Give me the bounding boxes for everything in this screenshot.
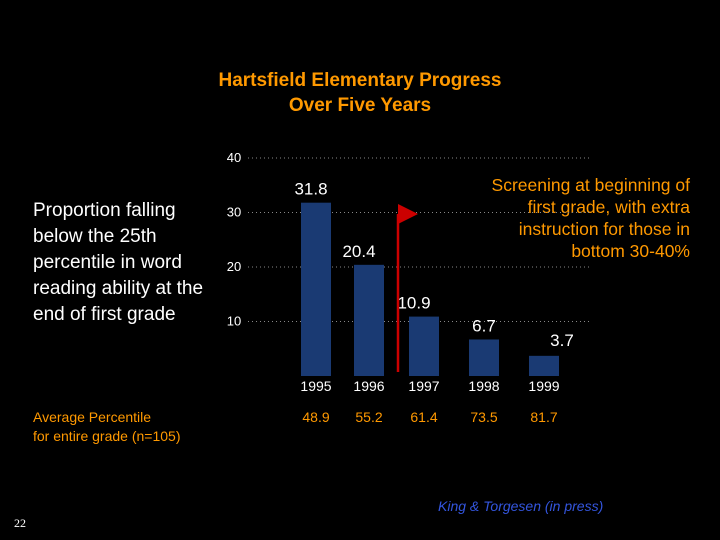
y-tick-label: 40 (227, 150, 241, 165)
bar (529, 355, 559, 376)
y-tick-label: 20 (227, 259, 241, 274)
x-tick-label: 1998 (468, 378, 499, 394)
bar (301, 202, 331, 376)
page-number: 22 (14, 516, 26, 530)
chart-title: Hartsfield Elementary Progress Over Five… (160, 68, 560, 118)
average-percentile-value: 48.9 (302, 409, 329, 425)
y-tick-label: 30 (227, 205, 241, 220)
chart-title-line-2: Over Five Years (288, 95, 432, 116)
average-percentile-label: Average Percentile for entire grade (n=1… (33, 408, 243, 446)
screening-annotation: Screening at beginning of first grade, w… (405, 174, 690, 262)
x-tick-label: 1997 (408, 378, 439, 394)
annotation-line-4: bottom 30-40% (571, 241, 690, 261)
average-percentile-value: 55.2 (355, 409, 382, 425)
bar (409, 316, 439, 376)
citation: King & Torgesen (in press) (438, 498, 604, 514)
y-axis-label: Proportion falling below the 25th percen… (33, 198, 223, 328)
bar (469, 339, 499, 376)
y-axis-label-line-2: below the 25th (33, 226, 157, 247)
bar-value-label: 31.8 (294, 180, 327, 199)
average-percentile-label-line-2: for entire grade (n=105) (33, 428, 181, 444)
average-percentile-label-line-1: Average Percentile (33, 409, 152, 425)
average-percentile-value: 81.7 (530, 409, 557, 425)
bar-value-label: 6.7 (472, 316, 496, 335)
y-tick-label: 10 (227, 314, 241, 329)
annotation-line-1: Screening at beginning of (491, 175, 690, 195)
x-tick-label: 1995 (300, 378, 331, 394)
annotation-line-3: instruction for those in (518, 219, 690, 239)
y-axis-label-line-5: end of first grade (33, 304, 176, 325)
bar-value-label: 20.4 (342, 242, 375, 261)
y-axis-label-line-4: reading ability at the (33, 278, 204, 299)
average-percentile-value: 61.4 (410, 409, 437, 425)
x-tick-label: 1996 (353, 378, 384, 394)
bar (354, 264, 384, 376)
chart-title-line-1: Hartsfield Elementary Progress (218, 70, 502, 91)
y-axis-label-line-1: Proportion falling (33, 200, 176, 221)
bar-value-label: 10.9 (397, 294, 430, 313)
bar-value-label: 3.7 (550, 331, 574, 350)
average-percentile-value: 73.5 (470, 409, 497, 425)
x-tick-label: 1999 (528, 378, 559, 394)
y-axis-label-line-3: percentile in word (33, 252, 182, 273)
